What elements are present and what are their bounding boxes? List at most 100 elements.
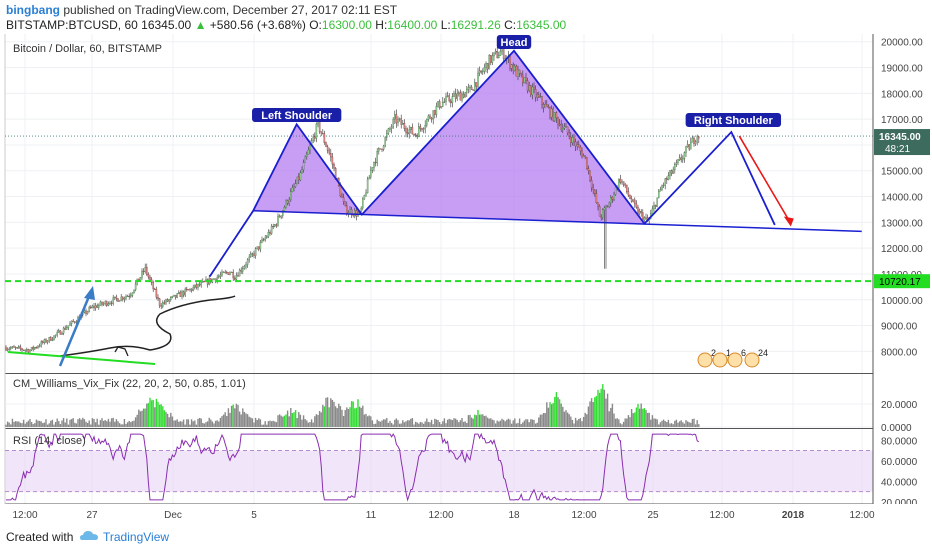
- rsi-pane[interactable]: RSI (14, close): [5, 432, 873, 502]
- vix-bar: [98, 424, 100, 427]
- vix-bar: [75, 423, 78, 427]
- candle-body: [262, 239, 265, 241]
- rsi-title: RSI (14, close): [13, 435, 86, 447]
- vix-bar: [669, 423, 671, 427]
- event-badge-icon: [712, 352, 728, 368]
- vix-pane[interactable]: CM_Williams_Vix_Fix (22, 20, 2, 50, 0.85…: [5, 378, 700, 427]
- candle-body: [224, 271, 226, 273]
- pattern-label-box: [496, 35, 532, 49]
- candle-body: [566, 126, 569, 134]
- candle-body: [221, 271, 223, 276]
- candle-body: [195, 284, 198, 288]
- vix-bar: [637, 403, 639, 427]
- vix-bar: [622, 421, 625, 427]
- candle-body: [394, 114, 396, 120]
- vix-bar: [563, 411, 566, 427]
- candle-body: [546, 104, 548, 107]
- candle-body: [131, 292, 134, 296]
- vix-tick-label: 20.0000: [881, 400, 918, 411]
- candle-body: [410, 126, 412, 130]
- axis-background: [873, 34, 932, 504]
- support-price-label: 10720.17: [879, 277, 921, 288]
- candle-body: [275, 224, 278, 226]
- vix-bar: [693, 418, 695, 427]
- vix-bar: [290, 407, 292, 427]
- candle-body: [40, 341, 42, 347]
- vix-bar: [181, 421, 183, 427]
- candle-body: [328, 150, 330, 154]
- author-link[interactable]: bingbang: [6, 3, 60, 17]
- candle-body: [626, 184, 628, 192]
- candle-body: [154, 288, 156, 290]
- vix-bar: [323, 406, 326, 427]
- vix-bar: [339, 406, 342, 427]
- candle-body: [72, 320, 74, 322]
- rsi-tick-label: 40.0000: [881, 477, 918, 488]
- vix-bar: [378, 421, 380, 427]
- vix-bar: [363, 414, 366, 427]
- vix-bar: [507, 418, 510, 427]
- tradingview-cloud-icon: [80, 531, 98, 540]
- candle-body: [515, 65, 518, 77]
- candle-body: [146, 267, 148, 275]
- vix-bar: [131, 421, 134, 427]
- vix-bar: [509, 419, 511, 427]
- vix-bar: [469, 414, 471, 427]
- vix-bar: [619, 423, 622, 427]
- candle-body: [211, 278, 214, 283]
- chart-area[interactable]: Left Shoulder Head Right Shoulder 2 1 6 24 Bitc…: [0, 34, 932, 522]
- vix-bar: [296, 418, 298, 427]
- candle-body: [552, 108, 554, 121]
- vix-bar: [664, 421, 666, 427]
- time-tick-label: 25: [647, 510, 659, 521]
- vix-bar: [157, 401, 159, 427]
- vix-bar: [544, 413, 546, 427]
- vix-bar: [342, 416, 345, 427]
- vix-bar: [266, 424, 268, 427]
- candle-body: [659, 189, 662, 192]
- candle-body: [118, 300, 121, 302]
- candle-body: [203, 281, 206, 283]
- vix-bar: [520, 424, 522, 427]
- candle-body: [619, 178, 622, 183]
- candle-body: [176, 293, 178, 298]
- left-shoulder-label: Left Shoulder: [252, 108, 342, 122]
- vix-bar: [446, 419, 449, 427]
- candle-body: [530, 85, 532, 95]
- price-axis[interactable]: 8000.009000.0010000.0011000.0012000.0013…: [872, 34, 932, 509]
- vix-bar: [222, 414, 225, 427]
- candle-body: [386, 133, 388, 138]
- vix-bar: [35, 419, 38, 427]
- time-tick-label: 2018: [782, 510, 805, 521]
- candle-body: [133, 289, 135, 294]
- vix-bar: [395, 418, 398, 427]
- vix-bar: [109, 421, 111, 427]
- vix-bars: [5, 384, 700, 427]
- candle-body: [418, 126, 420, 138]
- vix-bar: [510, 423, 513, 427]
- vix-bar: [99, 420, 102, 427]
- candle-body: [672, 169, 674, 174]
- vix-bar: [627, 415, 630, 427]
- vix-bar: [490, 418, 492, 427]
- pattern-label-box: [252, 108, 342, 122]
- candle-body: [6, 349, 9, 351]
- candle-body: [429, 115, 431, 119]
- price-tick-label: 12000.00: [881, 244, 923, 255]
- vix-bar: [670, 423, 673, 427]
- time-axis[interactable]: 12:00 27 Dec 5 11 12:00 18 12:00 25 12:00 2018 12:0…: [0, 504, 932, 522]
- projection-arrow-line: [738, 135, 792, 224]
- candle-body: [219, 274, 222, 277]
- candle-body: [643, 217, 646, 221]
- vix-bar: [136, 414, 138, 427]
- candle-body: [402, 123, 404, 125]
- candle-body: [376, 151, 378, 164]
- vix-bar: [171, 416, 174, 427]
- vix-bar: [534, 423, 537, 427]
- candle-body: [450, 100, 452, 104]
- vix-bar: [96, 418, 98, 427]
- tradingview-link[interactable]: TradingView: [103, 530, 170, 544]
- vix-bar: [106, 421, 108, 427]
- price-pane[interactable]: Left Shoulder Head Right Shoulder 2 1 6 24 Bitc…: [5, 35, 873, 368]
- candle-body: [523, 77, 526, 83]
